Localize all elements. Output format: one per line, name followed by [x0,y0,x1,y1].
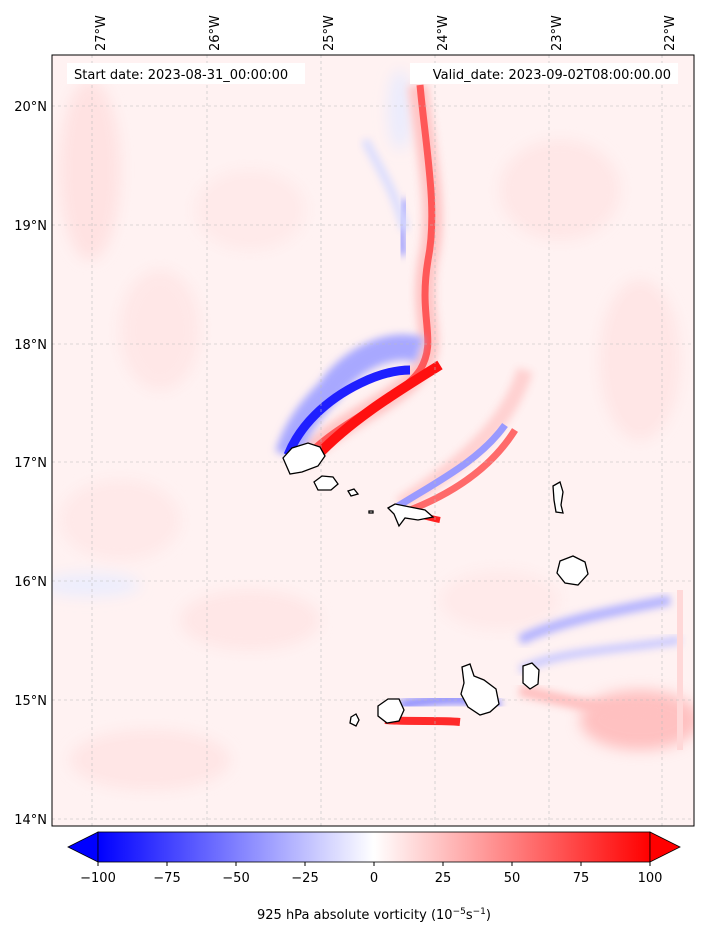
colorbar-tick-label: −25 [291,871,318,886]
island-santiago [460,663,500,716]
colorbar-title-exp1: −5 [453,907,466,917]
map-header: Start date: 2023-08-31_00:00:00 Valid_da… [67,63,678,84]
colorbar: −100 −75 −50 −25 0 25 50 75 100 925 hPa absolute… [67,831,681,923]
colorbar-title-end: ) [486,908,491,923]
lat-tick-17n: 17°N [14,456,47,471]
vorticity-main-band [275,83,443,468]
island-santo-antao [282,442,326,475]
start-date-box [67,63,305,84]
colorbar-extend-max [649,831,681,863]
longitude-axis: 27°W 26°W 25°W 24°W 23°W 22°W [94,15,678,51]
colorbar-tick-label: 25 [435,871,452,886]
island-sao-vicente [313,475,339,491]
colorbar-title: 925 hPa absolute vorticity (10−5s−1) [257,907,491,923]
island-coastlines [282,442,589,727]
lat-tick-20n: 20°N [14,100,47,115]
colorbar-tick-label: −100 [80,871,116,886]
lon-tick-22w: 22°W [663,15,678,51]
lat-tick-14n: 14°N [14,813,47,828]
vorticity-background-patches [52,70,694,790]
colorbar-gradient [97,831,651,863]
lat-tick-16n: 16°N [14,575,47,590]
colorbar-tick-label: 0 [370,871,378,886]
lon-tick-27w: 27°W [94,15,109,51]
colorbar-tick-label: 100 [638,871,663,886]
colorbar-tick-label: 50 [504,871,521,886]
lon-tick-26w: 26°W [208,15,223,51]
colorbar-extend-min [67,831,99,863]
latitude-axis: 20°N 19°N 18°N 17°N 16°N 15°N 14°N [14,100,47,828]
colorbar-title-main: 925 hPa absolute vorticity (10 [257,908,453,923]
valid-date-box [410,63,678,84]
lat-tick-19n: 19°N [14,219,47,234]
colorbar-title-exp2: −1 [473,907,486,917]
lon-tick-23w: 23°W [550,15,565,51]
island-raso [368,510,374,514]
start-date-label: Start date: 2023-08-31_00:00:00 [74,68,288,83]
map-frame [51,54,695,827]
valid-date-label: Valid_date: 2023-09-02T08:00:00.00 [433,68,671,83]
colorbar-tick-label: 75 [573,871,590,886]
colorbar-ticks: −100 −75 −50 −25 0 25 50 75 100 [80,862,662,886]
map-gridlines [52,55,694,826]
island-sao-nicolau [386,503,435,528]
map-panel [52,55,694,826]
vorticity-southern-wakes [384,590,683,750]
island-sal [552,481,564,514]
island-boa-vista [556,555,589,586]
colorbar-tick-label: −75 [153,871,180,886]
island-brava [349,713,360,727]
lon-tick-25w: 25°W [322,15,337,51]
lon-tick-24w: 24°W [436,15,451,51]
colorbar-title-mid: s [466,908,473,923]
island-fogo [377,698,405,724]
island-maio [522,662,540,690]
lat-tick-15n: 15°N [14,694,47,709]
colorbar-tick-label: −50 [222,871,249,886]
island-santa-luzia [347,488,360,497]
lat-tick-18n: 18°N [14,338,47,353]
